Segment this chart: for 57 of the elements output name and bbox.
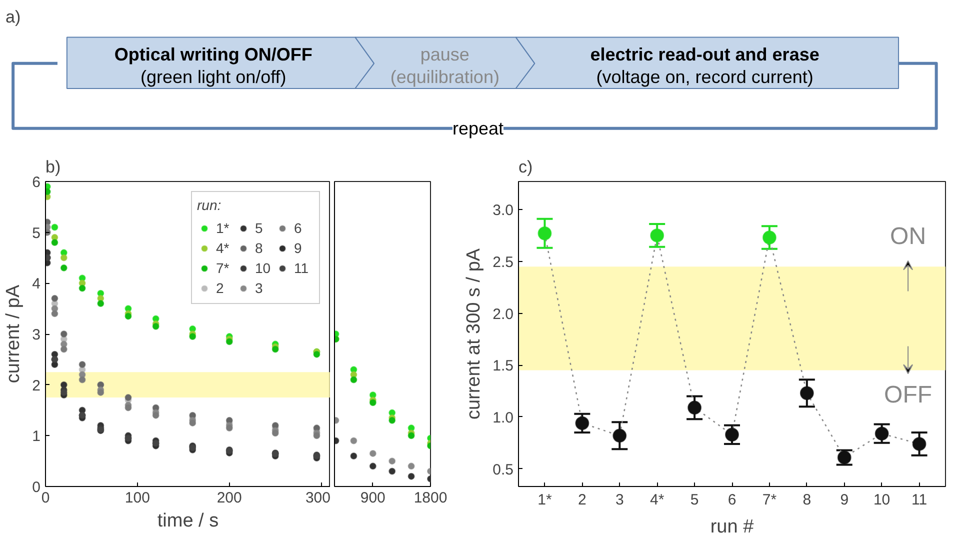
text: (green light on/off) <box>140 67 286 88</box>
x-tick-label: 10 <box>873 492 890 508</box>
legend-label: 6 <box>294 220 303 236</box>
x-tick-label: 200 <box>216 490 242 506</box>
legend-label: 1* <box>216 220 230 236</box>
x-axis-title: run # <box>710 516 754 538</box>
y-tick-label: 0 <box>32 479 40 496</box>
text: (voltage on, record current) <box>596 67 814 88</box>
x-tick-label: 6 <box>728 492 736 508</box>
y-tick-label: 4 <box>32 276 40 293</box>
x-tick-label: 100 <box>124 490 150 506</box>
y-tick-label: 2.5 <box>492 254 514 271</box>
x-tick-label: 2 <box>578 492 586 508</box>
y-tick-label: 1 <box>32 428 40 446</box>
x-tick-label: 300 <box>305 490 331 506</box>
y-tick-label: 0.5 <box>492 461 514 478</box>
y-tick-label: 1.0 <box>492 409 514 426</box>
text: a) <box>6 8 21 26</box>
legend-label: 5 <box>255 220 264 236</box>
annotation: OFF <box>884 382 932 408</box>
legend-label: 9 <box>294 240 303 256</box>
legend-label: 11 <box>294 260 310 276</box>
x-tick-label: 11 <box>911 492 928 508</box>
annotation: ON <box>890 222 926 250</box>
text: pause <box>420 44 470 64</box>
legend-title: run: <box>197 197 222 213</box>
y-tick-label: 3 <box>32 326 40 344</box>
x-tick-label: 4* <box>650 492 664 508</box>
y-tick-label: 3.0 <box>492 202 514 220</box>
legend-label: 10 <box>255 260 272 276</box>
chart-title: b) <box>46 158 61 176</box>
text: (equilibration) <box>390 67 500 88</box>
text: repeat <box>452 118 504 138</box>
x-tick-label: 8 <box>802 492 812 508</box>
legend-label: 7* <box>216 260 230 276</box>
x-tick-label: 900 <box>360 490 386 506</box>
y-tick-label: 6 <box>32 174 40 191</box>
x-tick-label: 3 <box>615 492 624 508</box>
y-tick-label: 1.5 <box>492 358 514 375</box>
y-tick-label: 2.0 <box>492 306 514 323</box>
legend-label: 3 <box>255 280 264 296</box>
x-tick-label: 1* <box>538 492 552 508</box>
text: electric read-out and erase <box>590 44 820 64</box>
chart-title: c) <box>518 158 533 176</box>
legend-label: 2 <box>216 280 225 296</box>
text: Optical writing ON/OFF <box>114 44 312 64</box>
x-tick-label: 9 <box>840 492 849 508</box>
x-tick-label: 7* <box>762 492 777 508</box>
x-axis-title: time / s <box>157 510 219 532</box>
y-axis-title: current at 300 s / pA <box>464 248 485 420</box>
y-tick-label: 2 <box>32 377 40 394</box>
x-tick-label: 1800 <box>414 490 448 506</box>
x-tick-label: 5 <box>690 492 699 508</box>
legend-label: 4* <box>216 240 230 256</box>
y-tick-label: 5 <box>32 224 40 242</box>
y-axis-title: current / pA <box>3 284 24 384</box>
legend-label: 8 <box>255 240 264 256</box>
